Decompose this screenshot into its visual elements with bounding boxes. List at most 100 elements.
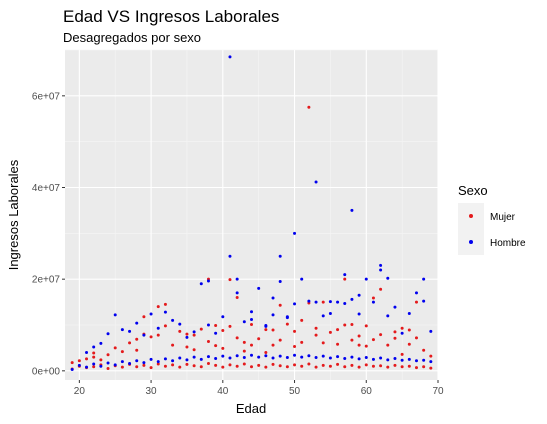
point-mujer [142, 363, 146, 367]
point-mujer [163, 302, 167, 306]
point-mujer [221, 346, 225, 350]
point-hombre [300, 355, 304, 359]
point-mujer [242, 349, 246, 353]
point-mujer [142, 315, 146, 319]
point-hombre [407, 312, 411, 316]
x-axis-ticks: 20 30 40 50 60 70 [74, 380, 444, 397]
point-hombre [293, 302, 297, 306]
point-mujer [228, 363, 232, 367]
point-mujer [120, 350, 124, 354]
point-mujer [92, 351, 96, 355]
point-hombre [393, 356, 397, 360]
point-hombre [250, 310, 253, 314]
point-mujer [278, 364, 282, 368]
point-hombre [120, 360, 124, 364]
point-mujer [271, 328, 275, 332]
y-tick-label: 0e+00 [32, 366, 61, 377]
point-hombre [214, 331, 218, 335]
point-hombre [271, 313, 275, 317]
point-hombre [343, 301, 347, 305]
point-mujer [242, 340, 246, 344]
point-hombre [285, 356, 289, 360]
point-hombre [206, 323, 210, 327]
point-hombre [379, 356, 383, 360]
point-hombre [407, 357, 411, 361]
point-mujer [171, 363, 175, 367]
point-mujer [192, 333, 196, 337]
point-hombre [343, 356, 347, 360]
point-mujer [99, 358, 103, 362]
point-hombre [242, 320, 246, 324]
point-hombre [271, 356, 275, 360]
point-mujer [135, 365, 139, 369]
point-hombre [235, 354, 239, 358]
point-mujer [120, 365, 124, 369]
point-hombre [285, 316, 289, 320]
point-hombre [414, 359, 418, 363]
point-hombre [321, 354, 325, 358]
y-tick-label: 6e+07 [32, 91, 61, 102]
point-mujer [357, 334, 361, 338]
point-hombre [242, 356, 246, 360]
point-hombre [171, 359, 175, 363]
point-mujer [278, 338, 282, 342]
point-hombre [228, 356, 232, 360]
point-mujer [92, 355, 96, 359]
point-hombre [328, 356, 332, 360]
point-hombre [379, 268, 383, 272]
point-hombre [386, 358, 390, 362]
x-tick-label: 30 [146, 386, 158, 397]
point-hombre [293, 353, 297, 357]
point-mujer [321, 363, 325, 367]
point-mujer [350, 338, 354, 342]
point-hombre [85, 351, 89, 354]
x-tick-label: 70 [432, 386, 444, 397]
point-mujer [228, 324, 232, 328]
plot-panel [65, 50, 438, 380]
point-mujer [379, 333, 383, 337]
point-mujer [371, 296, 375, 300]
point-hombre [336, 300, 340, 304]
point-hombre [336, 355, 340, 359]
point-mujer [250, 323, 253, 327]
point-hombre [314, 180, 318, 184]
point-hombre [178, 322, 182, 326]
point-hombre [128, 362, 132, 365]
point-hombre [92, 362, 96, 366]
y-axis-title: Ingresos Laborales [6, 159, 21, 270]
point-mujer [357, 343, 361, 347]
point-hombre [264, 354, 268, 358]
point-hombre [379, 263, 383, 267]
point-mujer [414, 366, 418, 370]
point-mujer [149, 366, 153, 370]
point-mujer [314, 326, 318, 330]
point-mujer [264, 328, 268, 332]
point-hombre [307, 354, 311, 358]
point-mujer [407, 342, 411, 346]
point-mujer [257, 337, 261, 341]
point-mujer [171, 343, 175, 347]
point-hombre [386, 314, 390, 318]
point-hombre [221, 354, 225, 358]
point-hombre [192, 355, 196, 359]
x-tick-label: 50 [289, 386, 301, 397]
y-tick-label: 2e+07 [32, 275, 61, 286]
point-mujer [178, 365, 182, 369]
point-mujer [364, 344, 368, 348]
point-hombre [429, 329, 433, 333]
point-mujer [328, 330, 332, 334]
legend-title: Sexo [458, 183, 488, 198]
point-mujer [221, 365, 225, 369]
point-mujer [364, 363, 368, 367]
point-mujer [271, 343, 275, 347]
point-mujer [300, 364, 304, 368]
data-points [70, 55, 433, 371]
point-hombre [99, 341, 103, 345]
point-mujer [357, 365, 361, 369]
point-mujer [343, 277, 347, 281]
point-mujer [264, 365, 268, 369]
point-mujer [163, 364, 167, 368]
point-mujer [371, 338, 375, 342]
point-hombre [221, 315, 225, 319]
